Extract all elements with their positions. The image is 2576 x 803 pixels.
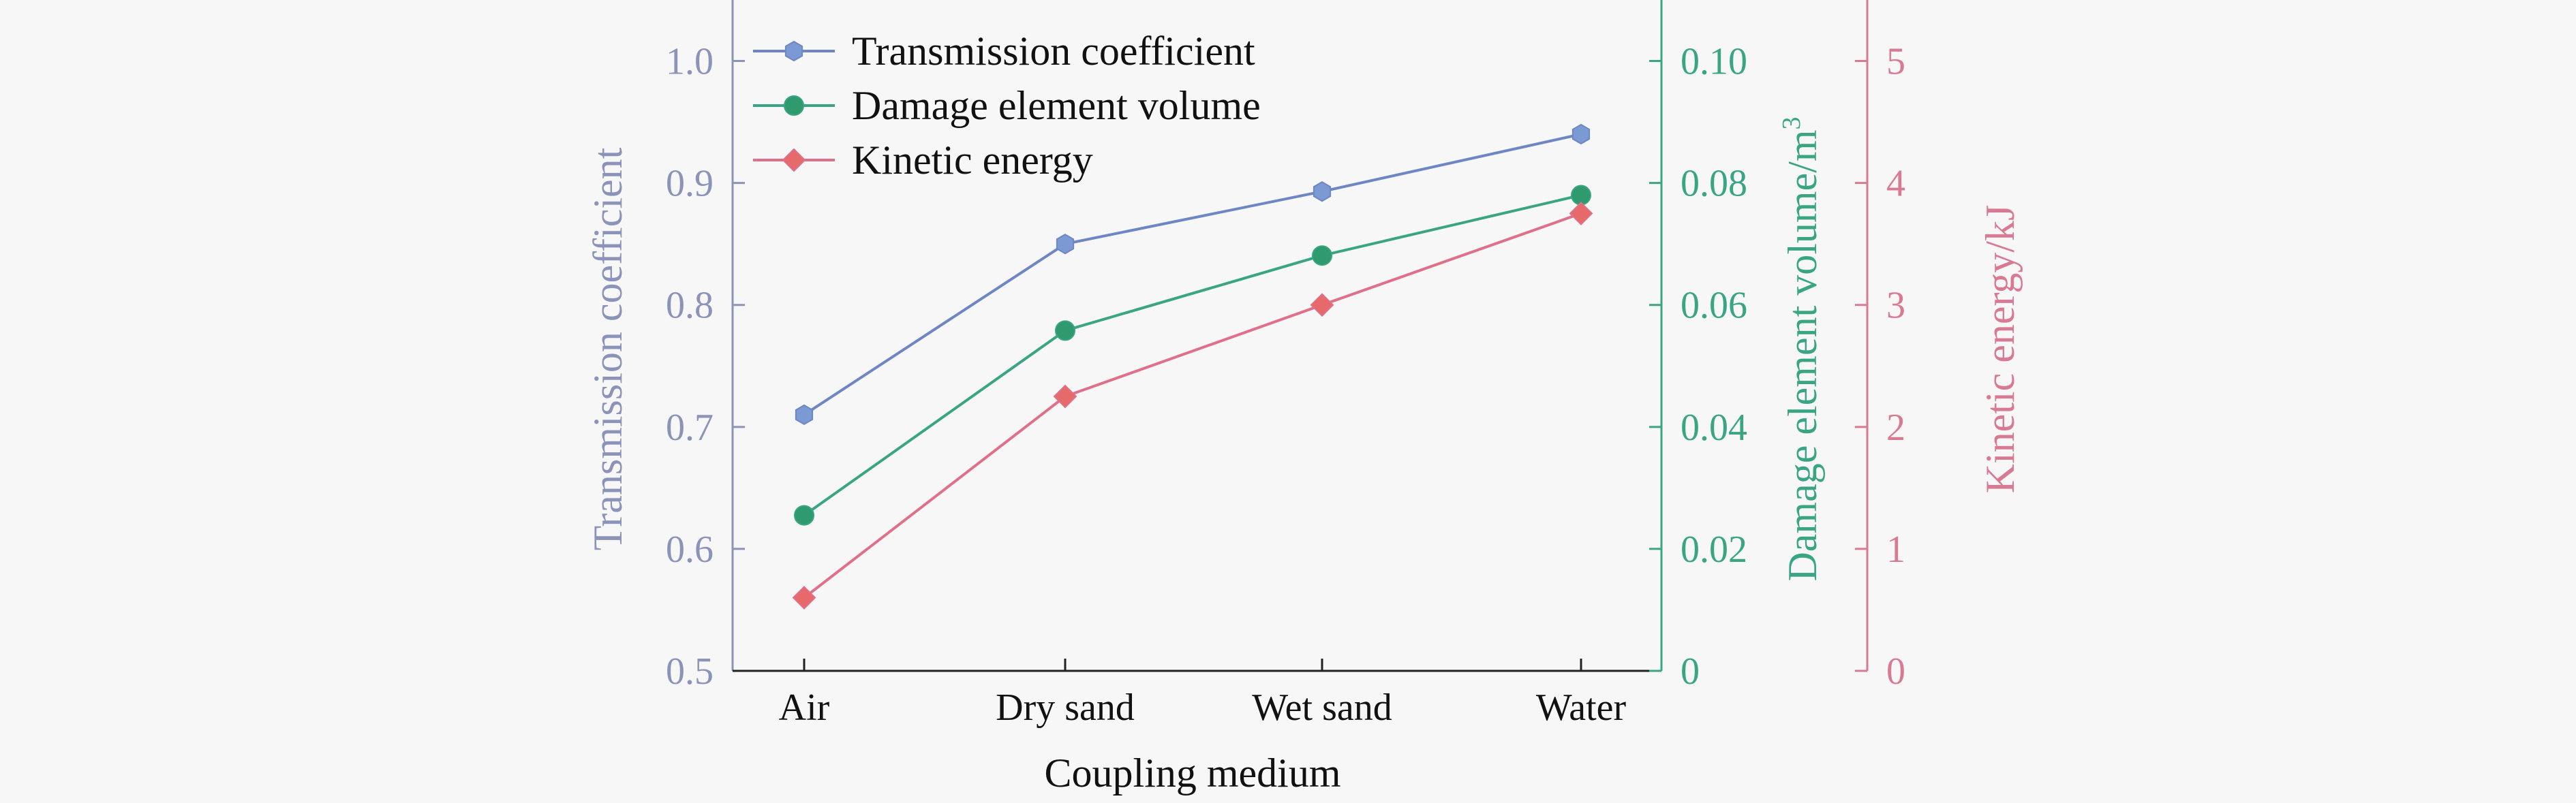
- legend-marker-transmission-coefficient: [784, 40, 803, 62]
- data-point-kinetic-energy: [1569, 201, 1593, 225]
- x-axis-title: Coupling medium: [1045, 751, 1341, 796]
- data-point-damage-element-volume: [794, 505, 814, 526]
- legend-label-kinetic-energy: Kinetic energy: [852, 138, 1093, 183]
- series-markers: [792, 123, 1593, 610]
- right-axis-1-tick-label: 0.02: [1681, 529, 1747, 571]
- series-line-damage-element-volume: [803, 193, 1582, 517]
- right-axis-1-tick-label: 0.10: [1681, 41, 1747, 83]
- x-axis-tick-label: Air: [779, 687, 830, 729]
- data-point-transmission-coefficient: [1313, 181, 1332, 202]
- data-point-transmission-coefficient: [1571, 123, 1591, 145]
- right-axis-2-tick-label: 2: [1886, 407, 1905, 449]
- right-axis-2-tick-label: 4: [1886, 163, 1905, 205]
- series-line-transmission-coefficient: [803, 133, 1582, 416]
- right-axis-1-title-superscript: 3: [1777, 116, 1806, 129]
- legend-label-damage-element-volume: Damage element volume: [852, 83, 1261, 128]
- left-axis-tick-label: 0.6: [666, 529, 714, 571]
- left-axis-tick-label: 0.7: [666, 407, 714, 449]
- left-axis-tick-label: 1.0: [666, 41, 714, 83]
- right-axis-2-title: Kinetic energy/kJ: [1978, 205, 2023, 494]
- data-point-damage-element-volume: [1055, 320, 1075, 341]
- left-axis-tick-label: 0.5: [666, 650, 714, 693]
- series-lines: [803, 133, 1582, 599]
- left-axis-tick-label: 0.9: [666, 163, 714, 205]
- data-point-transmission-coefficient: [1056, 234, 1075, 255]
- x-axis-tick-label: Water: [1536, 687, 1627, 729]
- x-axis-tick-label: Wet sand: [1252, 687, 1392, 729]
- series-line-kinetic-energy: [803, 212, 1582, 599]
- x-axis-tick-label: Dry sand: [996, 687, 1135, 729]
- right-axis-2-tick-label: 3: [1886, 285, 1905, 327]
- data-point-kinetic-energy: [1310, 293, 1334, 317]
- data-point-transmission-coefficient: [795, 404, 814, 426]
- data-point-kinetic-energy: [1053, 384, 1077, 409]
- right-axis-1-title-main: Damage element volume/m: [1780, 129, 1825, 581]
- legend: Transmission coefficient Damage element v…: [753, 29, 1261, 183]
- left-axis-title: Transmission coefficient: [585, 147, 630, 550]
- data-point-damage-element-volume: [1312, 245, 1332, 266]
- right-axis-1-tick-label: 0.08: [1681, 163, 1747, 205]
- left-axis-tick-label: 0.8: [666, 285, 714, 327]
- legend-marker-damage-element-volume: [784, 95, 804, 116]
- right-axis-2-tick-label: 0: [1886, 650, 1905, 693]
- right-axis-1-tick-label: 0.04: [1681, 407, 1747, 449]
- right-axis-2-tick-label: 1: [1886, 529, 1905, 571]
- legend-label-transmission-coefficient: Transmission coefficient: [852, 29, 1255, 74]
- right-axis-1-tick-label: 0.06: [1681, 285, 1747, 327]
- right-axis-1-tick-label: 0: [1681, 650, 1700, 693]
- right-axis-2-tick-label: 5: [1886, 41, 1905, 83]
- axes-layer: 0.5 0.6 0.7 0.8 0.9 1.0 Transmission coefficie…: [585, 0, 2023, 796]
- data-point-kinetic-energy: [792, 586, 816, 610]
- right-axis-1-title: Damage element volume/m3: [1777, 116, 1825, 581]
- legend-marker-kinetic-energy: [782, 148, 806, 172]
